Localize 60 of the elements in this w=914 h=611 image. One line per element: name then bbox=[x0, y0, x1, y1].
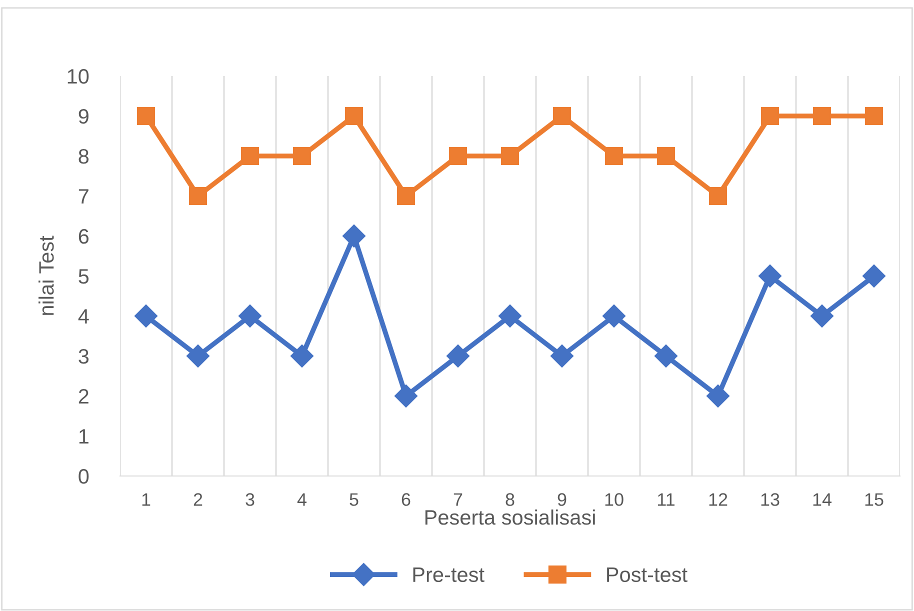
point bbox=[812, 106, 832, 126]
point bbox=[186, 344, 210, 368]
y-tick-label: 0 bbox=[78, 469, 89, 484]
y-tick-label: 9 bbox=[78, 109, 88, 124]
point bbox=[602, 304, 626, 328]
y-tick-label: 6 bbox=[78, 229, 89, 244]
x-axis-title: Peserta sosialisasi bbox=[425, 510, 595, 525]
x-tick-label: 4 bbox=[297, 493, 306, 506]
x-tick-label: 15 bbox=[865, 493, 884, 506]
point bbox=[498, 304, 522, 328]
point bbox=[760, 106, 780, 126]
point bbox=[342, 224, 366, 248]
y-tick-label: 2 bbox=[78, 389, 88, 404]
point bbox=[862, 264, 886, 288]
point bbox=[654, 344, 678, 368]
legend-label: Pre-test bbox=[413, 568, 484, 582]
x-tick-label: 1 bbox=[142, 493, 150, 506]
point bbox=[604, 146, 624, 166]
y-tick-label: 3 bbox=[78, 349, 89, 364]
point bbox=[656, 146, 676, 166]
point bbox=[552, 106, 572, 126]
point bbox=[290, 344, 314, 368]
point bbox=[810, 304, 834, 328]
y-tick-label: 4 bbox=[78, 309, 89, 324]
y-tick-label: 7 bbox=[78, 189, 88, 204]
x-tick-label: 8 bbox=[506, 493, 514, 506]
point bbox=[708, 186, 728, 206]
point bbox=[500, 146, 520, 166]
point bbox=[136, 106, 156, 126]
x-tick-label: 5 bbox=[350, 493, 358, 506]
point bbox=[188, 186, 208, 206]
point bbox=[446, 344, 470, 368]
y-tick-label: 8 bbox=[78, 149, 89, 164]
point bbox=[134, 304, 158, 328]
x-tick-label: 13 bbox=[761, 493, 780, 506]
point bbox=[758, 264, 782, 288]
x-tick-label: 6 bbox=[402, 493, 410, 506]
x-tick-label: 3 bbox=[246, 493, 254, 506]
y-tick-label: 5 bbox=[78, 269, 89, 284]
x-tick-label: 10 bbox=[605, 493, 624, 506]
point bbox=[864, 106, 884, 126]
point bbox=[396, 186, 416, 206]
x-tick-label: 12 bbox=[709, 493, 728, 506]
y-tick-label: 1 bbox=[79, 429, 88, 444]
point bbox=[706, 384, 730, 408]
point bbox=[550, 344, 574, 368]
x-tick-label: 11 bbox=[658, 493, 674, 506]
point bbox=[344, 106, 364, 126]
point bbox=[238, 304, 262, 328]
point bbox=[394, 384, 418, 408]
x-tick-label: 7 bbox=[454, 493, 462, 506]
y-tick-label: 10 bbox=[68, 69, 89, 84]
x-tick-label: 14 bbox=[813, 493, 832, 506]
point bbox=[448, 146, 468, 166]
point bbox=[292, 146, 312, 166]
point bbox=[240, 146, 260, 166]
legend-label: Post-test bbox=[607, 568, 688, 582]
x-tick-label: 2 bbox=[194, 493, 202, 506]
y-axis-title: nilai Test bbox=[38, 236, 54, 315]
x-tick-label: 9 bbox=[558, 493, 566, 506]
